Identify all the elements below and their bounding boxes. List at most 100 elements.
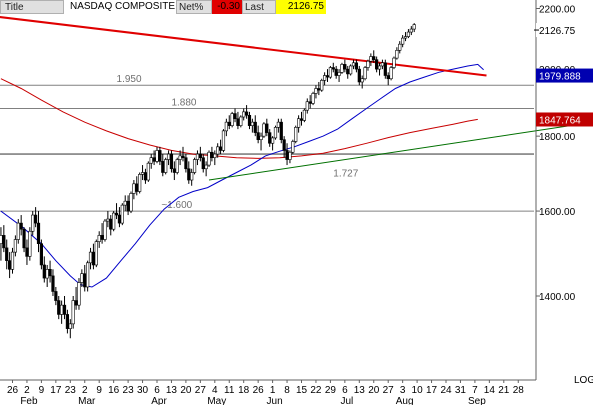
date-tick-label: 6 [342,385,348,396]
candle [409,26,413,36]
candle-body [213,153,217,159]
date-tick-label: 17 [50,385,62,396]
candle-body [19,222,23,230]
title-field[interactable]: Title [0,0,64,14]
candle [36,211,41,253]
candle [51,269,55,296]
candle-body [25,247,29,257]
date-tick-label: 23 [65,385,77,396]
candle-body [392,57,396,68]
candle-body [302,109,306,121]
candle-body [155,150,159,162]
candle [282,136,286,158]
candle-body [343,64,347,70]
candle-body [16,222,20,240]
price-axis: 2200.002000.001800.001600.001400.002126.… [534,0,593,380]
candle-body [262,123,266,137]
month-label: Jul [340,396,353,405]
candle-body [363,67,367,80]
candle [155,146,159,164]
date-tick-label: 31 [455,385,467,396]
candle [126,195,130,216]
moving-average-short [0,63,484,288]
candle-body [152,157,156,162]
candle-body [250,121,254,126]
candle [184,154,188,173]
date-tick-label: 18 [238,385,250,396]
date-tick-label: 2 [24,385,30,396]
ma-long-tag-bg [536,112,593,127]
candle-body [299,118,304,121]
candle [403,32,408,42]
candle [325,69,330,82]
date-tick-label: 11 [224,385,235,396]
candle-body [311,93,315,104]
candle-body [406,31,411,37]
candle-body [158,150,162,162]
candle-body [103,220,107,240]
candle [100,223,104,244]
candle-body [409,28,413,33]
candle [103,219,107,242]
candle-body [230,113,234,126]
candle-body [62,304,67,315]
candle [54,286,58,306]
candle [227,115,231,130]
candle-body [120,204,124,224]
month-label: May [207,396,226,405]
candle-body [247,114,252,126]
candle [276,118,280,133]
candle [0,227,3,261]
candle-body [195,153,200,160]
candle [13,235,17,257]
candle-body [270,137,275,144]
candle [201,154,205,173]
candle-body [117,214,122,224]
candle [221,129,226,153]
date-tick-label: 3 [400,385,406,396]
candle-body [236,118,240,126]
candle-body [288,151,292,160]
candle-body [317,88,321,91]
candle-body [389,67,393,80]
candle [60,300,64,324]
last-value: 2126.75 [276,0,326,14]
candle [328,65,333,79]
candle-body [106,218,110,222]
candle [317,81,321,96]
candle [120,203,124,226]
candle-body [149,157,153,164]
candle [363,65,367,81]
candle [351,59,356,70]
candle-body [164,159,168,173]
candle [253,115,257,137]
candle-body [60,304,64,315]
candle [230,111,234,128]
candle [299,111,304,126]
candle-body [305,101,309,111]
candle [195,150,200,166]
candle [311,91,315,106]
candle-body [109,218,113,230]
candle-body [36,222,41,244]
month-label: Apr [151,396,167,405]
candle-body [297,118,301,128]
date-tick-label: 1 [270,385,276,396]
candle [117,207,122,228]
price-tick-label: 1600.00 [539,207,576,218]
uptrend-line [208,125,571,181]
candle [62,296,67,320]
candle [354,59,359,73]
symbol-name: NASDAQ COMPOSITE [70,1,176,12]
candle [247,111,252,130]
candle-body [227,121,231,126]
candle [16,219,20,244]
candle-body [166,153,171,160]
candle [380,59,385,70]
candle [112,211,116,232]
candle-body [74,300,78,306]
date-tick-label: 10 [412,385,424,396]
candle-body [403,36,408,39]
candle-body [210,151,214,159]
